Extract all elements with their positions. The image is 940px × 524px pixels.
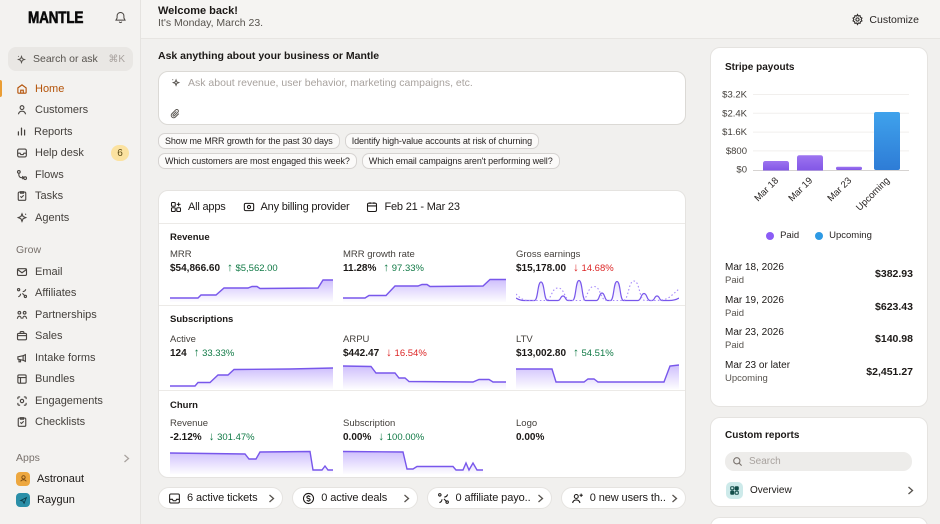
- svg-text:Upcoming: Upcoming: [854, 175, 892, 213]
- svg-text:$1.6K: $1.6K: [722, 127, 747, 138]
- svg-text:Mar 18: Mar 18: [752, 175, 781, 204]
- svg-text:Mar 19: Mar 19: [786, 175, 815, 204]
- svg-text:$2.4K: $2.4K: [722, 108, 747, 119]
- svg-text:$800: $800: [726, 146, 747, 157]
- svg-text:$0: $0: [736, 165, 747, 176]
- svg-text:$3.2K: $3.2K: [722, 90, 747, 101]
- svg-text:Mar 23: Mar 23: [825, 175, 854, 204]
